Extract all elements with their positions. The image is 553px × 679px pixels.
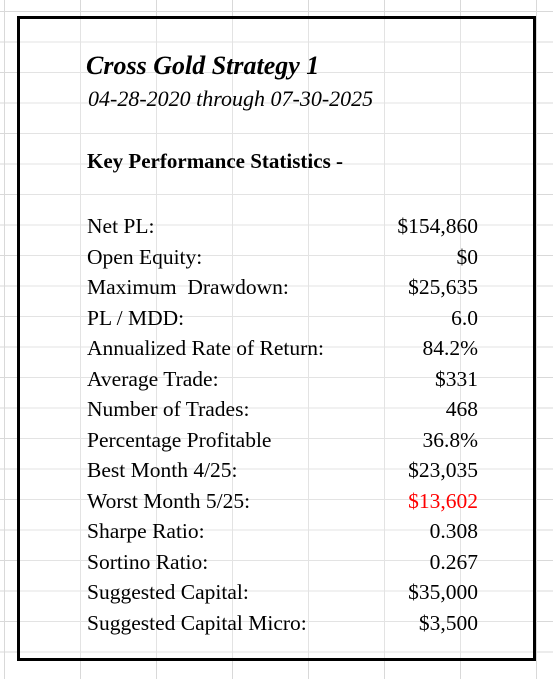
stat-row-suggested-capital-micro: Suggested Capital Micro: $3,500 [87, 608, 478, 639]
stat-row-suggested-capital: Suggested Capital: $35,000 [87, 577, 478, 608]
stat-value: 84.2% [422, 336, 478, 360]
stat-label: Open Equity: [87, 244, 203, 269]
section-heading: Key Performance Statistics - [87, 149, 343, 173]
stat-value: $25,635 [408, 275, 478, 299]
stat-value: $154,860 [397, 214, 478, 238]
date-range: 04-28-2020 through 07-30-2025 [88, 86, 374, 111]
stat-value: $3,500 [418, 610, 478, 635]
stat-row-number-of-trades: Number of Trades: 468 [87, 394, 478, 425]
stat-label: Worst Month 5/25: [87, 488, 251, 513]
stat-value-negative: $13,602 [408, 488, 478, 513]
stat-row-percentage-profitable: Percentage Profitable 36.8% [87, 425, 478, 456]
stat-value: $23,035 [408, 458, 478, 482]
stat-row-sortino-ratio: Sortino Ratio: 0.267 [87, 547, 478, 578]
stat-label: Sharpe Ratio: [87, 519, 205, 543]
stat-label: Suggested Capital: [87, 580, 249, 604]
stat-value: 0.267 [429, 549, 478, 574]
stats-table: Net PL: $154,860 Open Equity: $0 Maximum… [87, 211, 478, 638]
stat-label: Percentage Profitable [87, 427, 272, 452]
stat-row-open-equity: Open Equity: $0 [87, 242, 478, 273]
stat-value: $331 [435, 366, 478, 391]
stat-label: Best Month 4/25: [87, 458, 238, 482]
stat-label: PL / MDD: [87, 305, 185, 330]
stat-row-worst-month: Worst Month 5/25: $13,602 [87, 486, 478, 517]
stat-row-sharpe-ratio: Sharpe Ratio: 0.308 [87, 516, 478, 547]
stat-label: Number of Trades: [87, 397, 250, 421]
stat-row-net-pl: Net PL: $154,860 [87, 211, 478, 242]
statistics-panel: Cross Gold Strategy 1 04-28-2020 through… [17, 16, 536, 661]
stat-row-annualized-return: Annualized Rate of Return: 84.2% [87, 333, 478, 364]
strategy-title: Cross Gold Strategy 1 [86, 51, 320, 80]
stat-value: 6.0 [451, 305, 478, 330]
stat-value: $35,000 [408, 580, 478, 604]
stat-label: Suggested Capital Micro: [87, 610, 307, 635]
stat-row-average-trade: Average Trade: $331 [87, 364, 478, 395]
stat-label: Annualized Rate of Return: [87, 336, 325, 360]
stat-value: 36.8% [422, 427, 478, 452]
stat-row-max-drawdown: Maximum Drawdown: $25,635 [87, 272, 478, 303]
stat-row-pl-mdd: PL / MDD: 6.0 [87, 303, 478, 334]
stat-label: Average Trade: [87, 366, 219, 391]
stat-value: $0 [456, 244, 479, 269]
stat-value: 468 [445, 397, 478, 421]
stat-label: Maximum Drawdown: [87, 275, 289, 299]
stat-row-best-month: Best Month 4/25: $23,035 [87, 455, 478, 486]
stat-value: 0.308 [429, 519, 478, 543]
stat-label: Net PL: [87, 214, 155, 238]
stat-label: Sortino Ratio: [87, 549, 209, 574]
